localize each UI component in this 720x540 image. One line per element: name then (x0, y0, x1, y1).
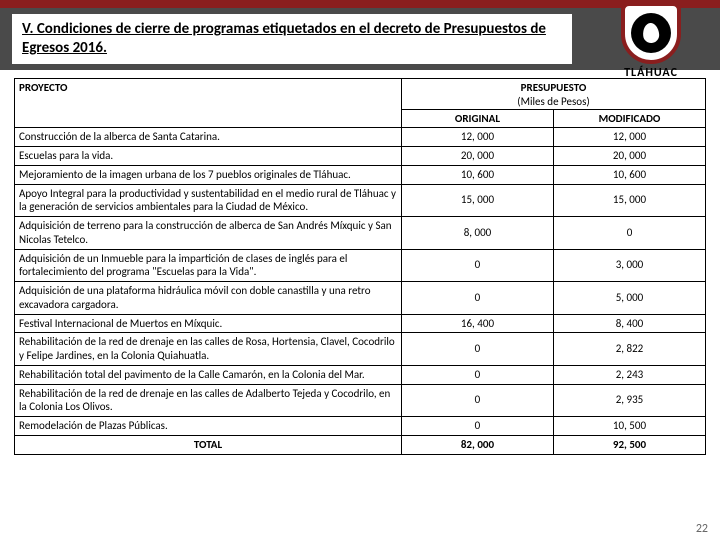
cell-proyecto: Adquisición de un Inmueble para la impar… (15, 249, 402, 282)
cell-original: 0 (401, 417, 553, 436)
cell-modificado: 2, 822 (553, 333, 705, 366)
table-row: Apoyo Integral para la productividad y s… (15, 184, 706, 217)
brand-label: TLÁHUAC (596, 66, 706, 80)
cell-modificado: 0 (553, 217, 705, 250)
cell-proyecto: Adquisición de una plataforma hidráulica… (15, 282, 402, 315)
cell-total-original: 82, 000 (401, 435, 553, 454)
cell-original: 10, 600 (401, 165, 553, 184)
cell-modificado: 5, 000 (553, 282, 705, 315)
th-proyecto: PROYECTO (15, 79, 402, 128)
cell-original: 0 (401, 249, 553, 282)
table-row: Adquisición de terreno para la construcc… (15, 217, 706, 250)
shield-icon (621, 2, 681, 64)
cell-modificado: 2, 243 (553, 365, 705, 384)
table-row: Remodelación de Plazas Públicas.010, 500 (15, 417, 706, 436)
table-row: Rehabilitación total del pavimento de la… (15, 365, 706, 384)
cell-original: 8, 000 (401, 217, 553, 250)
th-original: ORIGINAL (401, 109, 553, 128)
cell-proyecto: Escuelas para la vida. (15, 147, 402, 166)
header-band: V. Condiciones de cierre de programas et… (0, 8, 720, 70)
cell-modificado: 10, 500 (553, 417, 705, 436)
table-row: Adquisición de una plataforma hidráulica… (15, 282, 706, 315)
cell-proyecto: Rehabilitación de la red de drenaje en l… (15, 384, 402, 417)
brand-logo: TLÁHUAC (596, 2, 706, 80)
table-row: Adquisición de un Inmueble para la impar… (15, 249, 706, 282)
page-title: V. Condiciones de cierre de programas et… (22, 20, 558, 58)
cell-proyecto: Remodelación de Plazas Públicas. (15, 417, 402, 436)
cell-proyecto: Apoyo Integral para la productividad y s… (15, 184, 402, 217)
cell-proyecto: Adquisición de terreno para la construcc… (15, 217, 402, 250)
table-total-row: TOTAL 82, 000 92, 500 (15, 435, 706, 454)
th-presupuesto-label: PRESUPUESTO (521, 81, 587, 94)
cell-proyecto: Festival Internacional de Muertos en Míx… (15, 314, 402, 333)
cell-modificado: 10, 600 (553, 165, 705, 184)
cell-total-modificado: 92, 500 (553, 435, 705, 454)
budget-table: PROYECTO PRESUPUESTO (Miles de Pesos) OR… (14, 78, 706, 455)
table-row: Escuelas para la vida.20, 00020, 000 (15, 147, 706, 166)
table-row: Rehabilitación de la red de drenaje en l… (15, 384, 706, 417)
cell-modificado: 3, 000 (553, 249, 705, 282)
cell-total-label: TOTAL (15, 435, 402, 454)
table-row: Mejoramiento de la imagen urbana de los … (15, 165, 706, 184)
th-presupuesto: PRESUPUESTO (Miles de Pesos) (401, 79, 705, 110)
cell-proyecto: Mejoramiento de la imagen urbana de los … (15, 165, 402, 184)
cell-original: 0 (401, 384, 553, 417)
cell-modificado: 8, 400 (553, 314, 705, 333)
cell-original: 0 (401, 365, 553, 384)
cell-proyecto: Construcción de la alberca de Santa Cata… (15, 128, 402, 147)
cell-modificado: 2, 935 (553, 384, 705, 417)
cell-modificado: 15, 000 (553, 184, 705, 217)
table-body: Construcción de la alberca de Santa Cata… (15, 128, 706, 454)
cell-original: 15, 000 (401, 184, 553, 217)
th-modificado: MODIFICADO (553, 109, 705, 128)
cell-original: 16, 400 (401, 314, 553, 333)
table-row: Rehabilitación de la red de drenaje en l… (15, 333, 706, 366)
cell-original: 20, 000 (401, 147, 553, 166)
cell-modificado: 20, 000 (553, 147, 705, 166)
cell-modificado: 12, 000 (553, 128, 705, 147)
flame-icon (631, 13, 671, 53)
page-number: 22 (696, 522, 708, 536)
cell-proyecto: Rehabilitación total del pavimento de la… (15, 365, 402, 384)
th-presupuesto-sub: (Miles de Pesos) (517, 95, 589, 108)
content-area: PROYECTO PRESUPUESTO (Miles de Pesos) OR… (0, 70, 720, 455)
cell-proyecto: Rehabilitación de la red de drenaje en l… (15, 333, 402, 366)
cell-original: 0 (401, 333, 553, 366)
table-row: Construcción de la alberca de Santa Cata… (15, 128, 706, 147)
title-box: V. Condiciones de cierre de programas et… (12, 14, 572, 64)
cell-original: 0 (401, 282, 553, 315)
table-row: Festival Internacional de Muertos en Míx… (15, 314, 706, 333)
cell-original: 12, 000 (401, 128, 553, 147)
